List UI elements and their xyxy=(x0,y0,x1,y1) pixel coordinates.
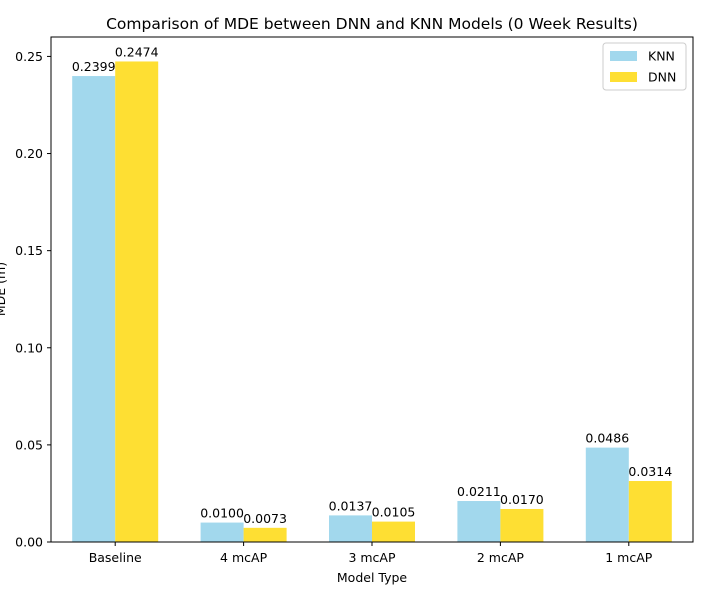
bar-dnn xyxy=(628,481,672,542)
data-label-dnn: 0.2474 xyxy=(115,44,159,59)
data-label-dnn: 0.0314 xyxy=(628,464,672,479)
bar-dnn xyxy=(500,508,544,542)
legend-swatch-dnn xyxy=(610,72,637,82)
legend-swatch-knn xyxy=(610,51,637,61)
bars-layer xyxy=(72,61,672,543)
data-label-knn: 0.0137 xyxy=(329,498,373,513)
bar-dnn xyxy=(372,521,415,542)
x-tick-label: 1 mcAP xyxy=(605,550,653,565)
y-axis-label: MDE (m) xyxy=(0,262,8,316)
x-tick-label: 2 mcAP xyxy=(477,550,525,565)
legend-label-knn: KNN xyxy=(648,49,675,64)
legend-label-dnn: DNN xyxy=(648,70,676,85)
x-tick-label: 4 mcAP xyxy=(220,550,268,565)
bar-knn xyxy=(200,522,244,542)
chart-title: Comparison of MDE between DNN and KNN Mo… xyxy=(106,15,638,33)
bar-dnn xyxy=(243,527,287,542)
y-tick-label: 0.20 xyxy=(15,146,43,161)
data-label-knn: 0.0100 xyxy=(200,506,244,521)
y-tick-label: 0.15 xyxy=(15,243,43,258)
x-tick-label: 3 mcAP xyxy=(348,550,396,565)
legend: KNN DNN xyxy=(602,42,687,91)
y-tick-label: 0.05 xyxy=(15,437,43,452)
data-label-dnn: 0.0105 xyxy=(372,505,416,520)
data-label-dnn: 0.0073 xyxy=(243,511,287,526)
x-axis-label: Model Type xyxy=(337,570,408,585)
data-label-knn: 0.0211 xyxy=(457,484,501,499)
y-tick-label: 0.25 xyxy=(15,49,43,64)
y-tick-label: 0.00 xyxy=(15,535,43,550)
bar-knn xyxy=(585,447,629,542)
data-label-dnn: 0.0170 xyxy=(500,492,544,507)
bar-dnn xyxy=(115,61,159,542)
bar-knn xyxy=(72,76,116,543)
bar-knn xyxy=(329,515,372,542)
x-tick-label: Baseline xyxy=(89,550,142,565)
y-tick-label: 0.10 xyxy=(15,340,43,355)
bar-knn xyxy=(457,501,501,542)
data-label-knn: 0.0486 xyxy=(585,431,629,446)
axes-layer: 0.00 0.05 0.10 0.15 0.20 0.25 Baseline 4 mcAP 3 … xyxy=(15,36,694,565)
data-label-knn: 0.2399 xyxy=(72,59,116,74)
